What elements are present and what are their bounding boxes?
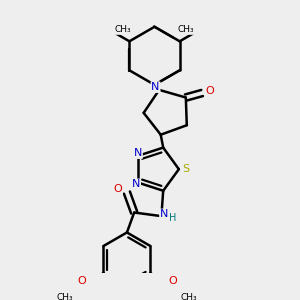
- Text: CH₃: CH₃: [178, 25, 195, 34]
- Text: N: N: [152, 82, 160, 92]
- Text: N: N: [160, 209, 168, 219]
- Text: N: N: [134, 148, 142, 158]
- Text: N: N: [132, 179, 140, 189]
- Text: O: O: [77, 277, 86, 286]
- Text: O: O: [113, 184, 122, 194]
- Text: CH₃: CH₃: [57, 293, 74, 300]
- Text: H: H: [169, 213, 177, 223]
- Text: S: S: [183, 164, 190, 174]
- Text: O: O: [168, 277, 177, 286]
- Text: CH₃: CH₃: [180, 293, 197, 300]
- Text: O: O: [205, 86, 214, 96]
- Text: CH₃: CH₃: [115, 25, 131, 34]
